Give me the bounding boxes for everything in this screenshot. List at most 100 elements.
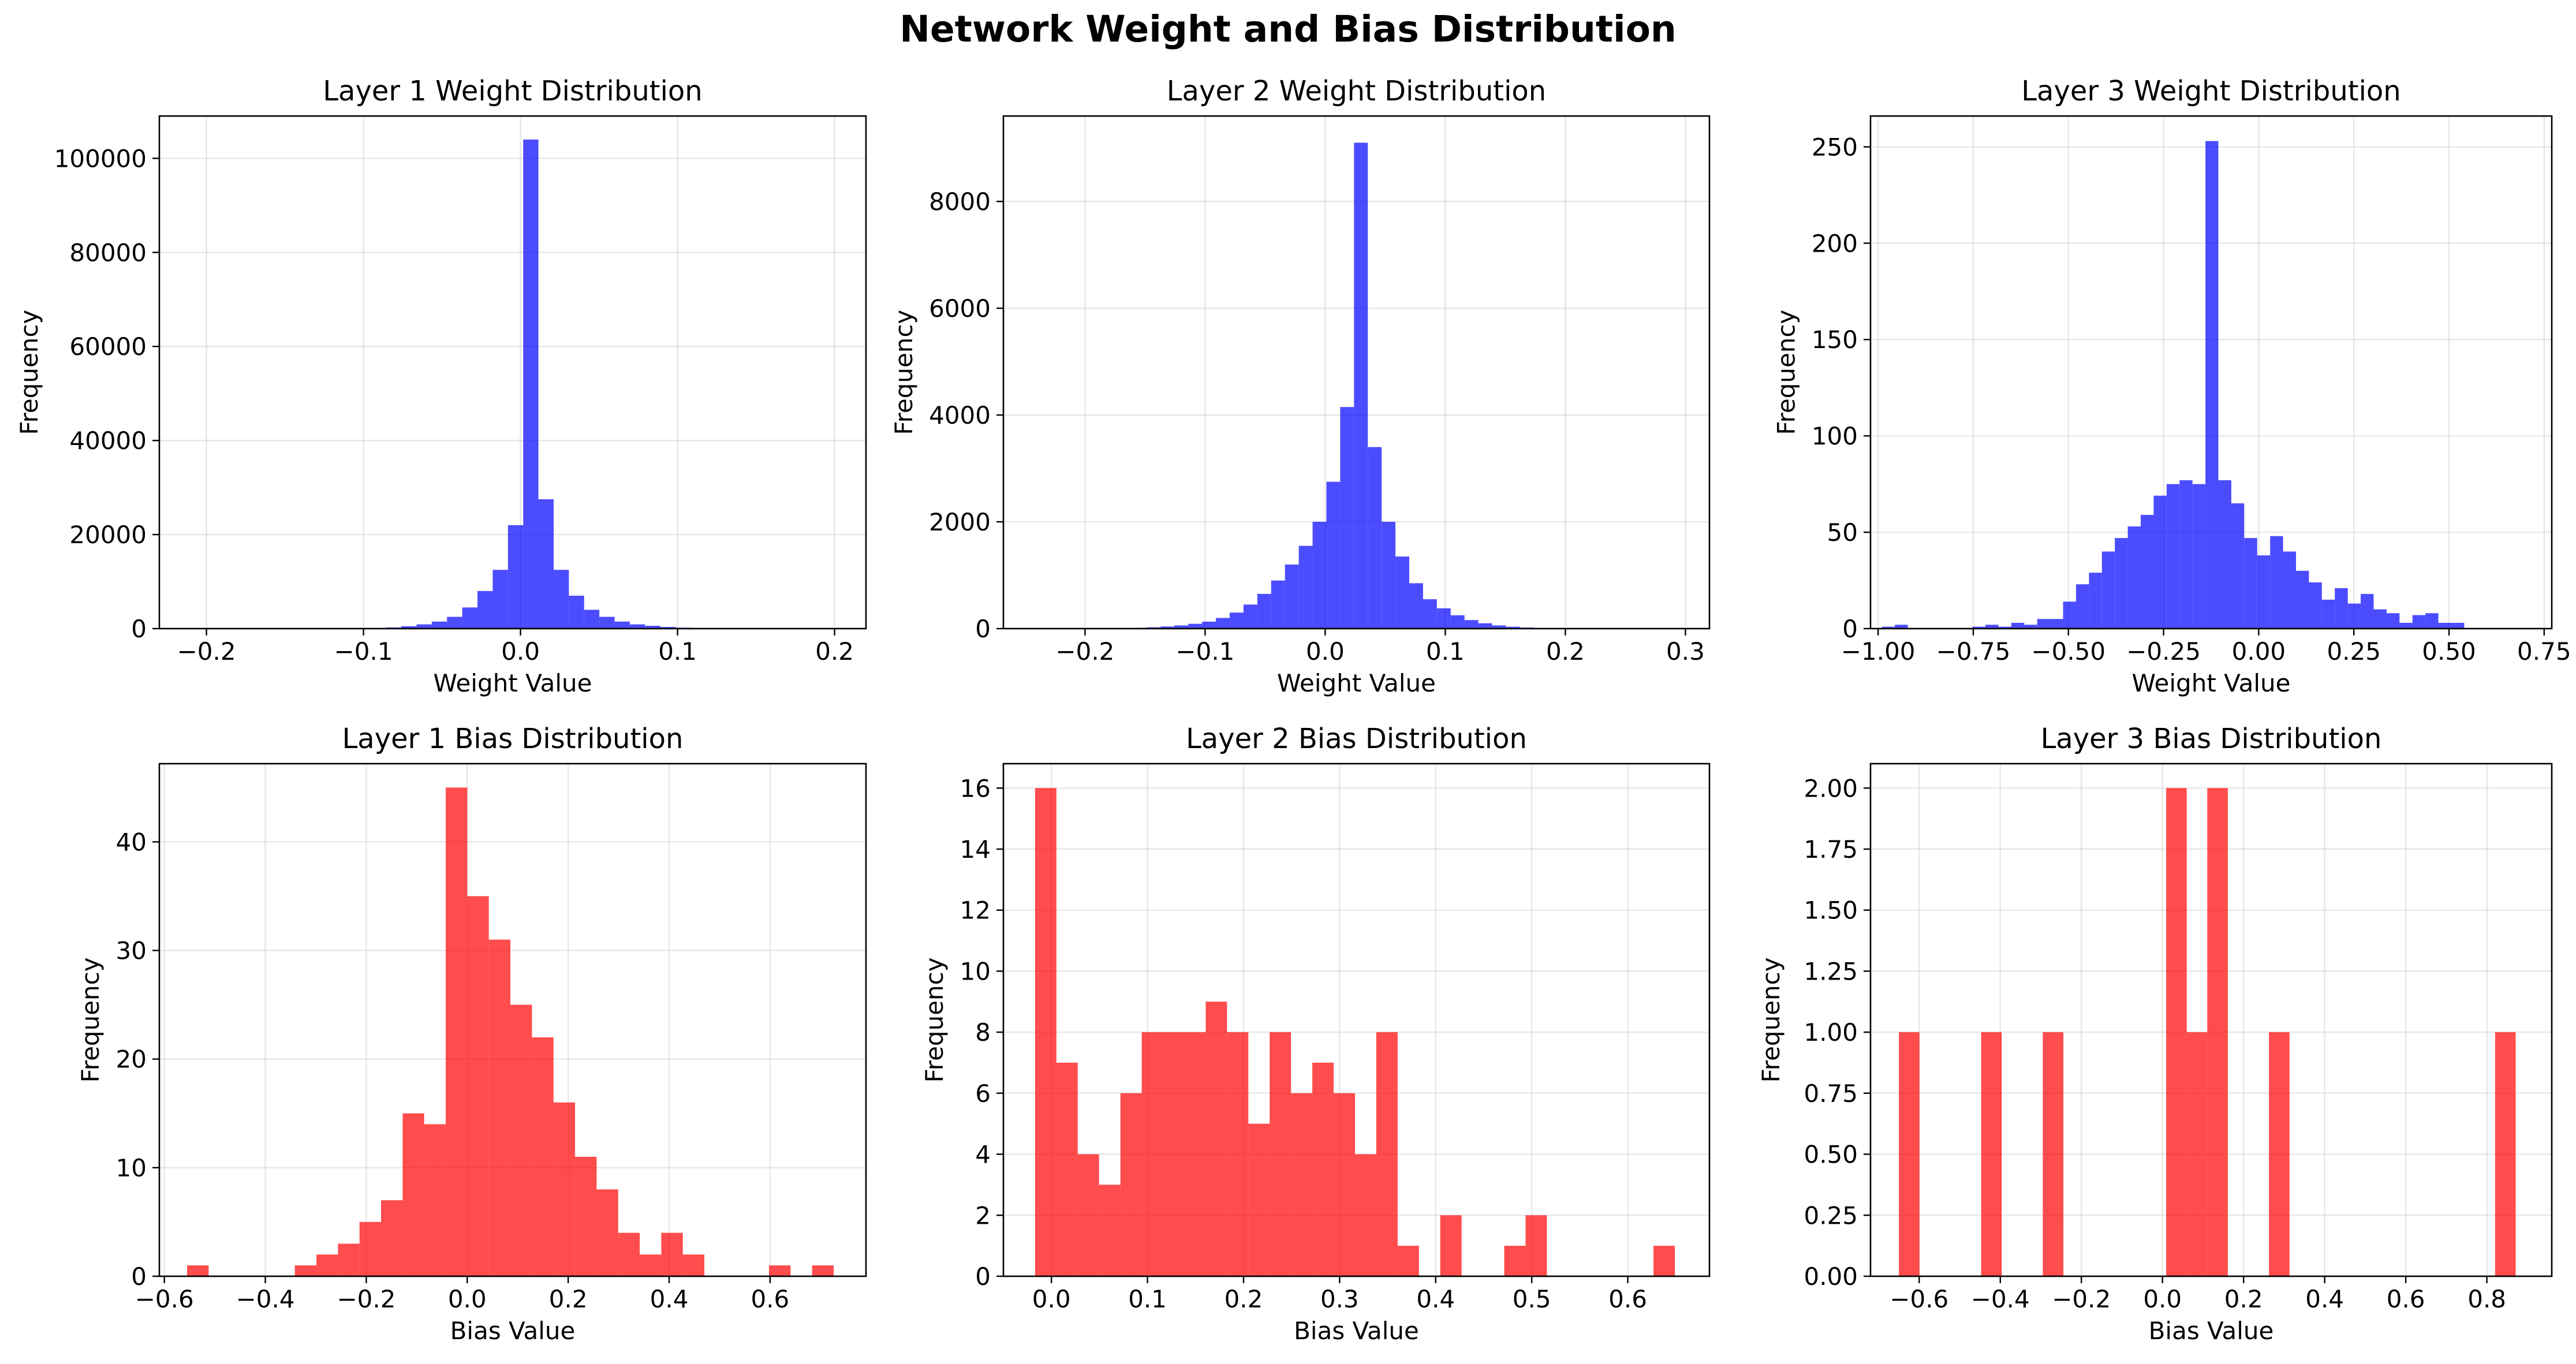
histogram-bar	[359, 1221, 382, 1276]
histogram-bar	[381, 1200, 403, 1276]
y-tick-label: 10	[116, 1154, 147, 1182]
axes-frame	[1869, 763, 2553, 1277]
x-tick-label: −1.00	[1841, 637, 1916, 666]
x-tick-label: 0.0	[1306, 637, 1345, 666]
y-tick-label: 1.75	[1804, 835, 1858, 864]
y-tick-label: 6	[975, 1079, 991, 1108]
histogram-bar	[416, 624, 432, 629]
chart-title: Layer 3 Bias Distribution	[2041, 723, 2382, 755]
x-tick-label: 0.6	[2387, 1285, 2425, 1313]
y-tick-label: 0.25	[1804, 1201, 1858, 1230]
chart-panel-1: −0.2 −0.1 0.0 0.1 0.2 0 20000 40000 60000 80000 10…	[15, 75, 867, 697]
axes-frame	[158, 763, 867, 1277]
x-tick-label: 0.1	[1128, 1285, 1167, 1313]
histogram-bar	[1354, 143, 1368, 629]
histogram-bar	[1382, 522, 1396, 629]
histogram-bar	[1188, 623, 1203, 629]
histogram-bar	[2231, 503, 2245, 629]
histogram-bar	[1216, 618, 1230, 629]
y-tick-label: 2000	[929, 508, 991, 536]
histogram-bar	[1326, 481, 1341, 629]
y-tick-label: 4	[975, 1141, 991, 1169]
y-tick-label: 0	[131, 615, 147, 643]
histogram-bar	[584, 610, 600, 629]
histogram-bar	[682, 1254, 705, 1276]
x-tick-label: 0.2	[1546, 637, 1585, 666]
histogram-bar	[1981, 1032, 2002, 1276]
chart-panel-2: −0.2 −0.1 0.0 0.1 0.2 0.3 0 2000 4000 6000 8000 Lay…	[890, 75, 1711, 697]
x-tick-label: −0.75	[1936, 637, 2011, 666]
histogram-bar	[1423, 599, 1437, 629]
chart-title: Layer 2 Bias Distribution	[1186, 723, 1527, 755]
histogram-bar	[338, 1243, 360, 1276]
histogram-bar	[2179, 480, 2193, 629]
histogram-bar	[1895, 625, 1908, 629]
histogram-bar	[1298, 545, 1313, 629]
histogram-bar	[1334, 1093, 1356, 1276]
y-axis-label: Frequency	[890, 310, 918, 435]
y-tick-label: 1.50	[1804, 896, 1858, 925]
histogram-bar	[2309, 582, 2322, 629]
chart-panel-6: −0.6 −0.4 −0.2 0.0 0.2 0.4 0.6 0.8 0.00 0.25 0.50 0…	[1757, 723, 2553, 1345]
histogram-bar	[2043, 1032, 2064, 1276]
x-tick-label: 0.2	[815, 637, 854, 666]
x-tick-label: 0.25	[2327, 637, 2381, 666]
x-tick-label: −0.2	[177, 637, 236, 666]
histogram-bar	[1881, 626, 1895, 629]
histogram-bar	[553, 570, 569, 629]
histogram-bar	[2257, 555, 2271, 629]
y-tick-label: 14	[960, 835, 991, 864]
histogram-bar	[2438, 622, 2451, 629]
y-tick-label: 0.75	[1804, 1079, 1858, 1108]
histogram-bar	[1202, 621, 1216, 629]
histogram-bar	[2075, 584, 2089, 629]
histogram-bar	[2321, 599, 2335, 629]
histogram-bar	[569, 595, 584, 629]
histogram-bar	[2244, 538, 2257, 629]
y-tick-label: 2	[975, 1201, 991, 1230]
histogram-bar	[1355, 1154, 1376, 1276]
histogram-bar	[2141, 515, 2154, 629]
axes-frame	[158, 115, 867, 630]
histogram-bar	[1205, 1001, 1227, 1276]
histogram-bar	[596, 1189, 618, 1276]
histogram-bar	[1160, 626, 1175, 629]
histogram-bar	[1397, 1246, 1419, 1276]
x-axis-label: Bias Value	[1294, 1317, 1419, 1345]
histogram-bar	[2361, 593, 2374, 629]
y-tick-label: 6000	[929, 294, 991, 323]
axes-frame	[1869, 115, 2553, 630]
histogram-bar	[2166, 484, 2180, 629]
y-tick-label: 12	[960, 896, 991, 925]
y-tick-label: 20000	[69, 521, 147, 549]
histogram-bar	[316, 1254, 338, 1276]
histogram-bar	[2024, 625, 2037, 629]
histogram-bar	[812, 1265, 834, 1276]
histogram-bar	[2270, 536, 2283, 629]
y-axis-label: Frequency	[1757, 958, 1785, 1083]
histogram-bar	[1506, 626, 1520, 629]
histogram-bar	[1998, 626, 2011, 629]
histogram-bar	[2218, 480, 2231, 629]
histogram-bar	[1395, 556, 1410, 629]
histogram-bar	[575, 1157, 597, 1276]
histogram-bar	[2166, 788, 2187, 1276]
histogram-bar	[1464, 620, 1479, 629]
x-axis-label: Bias Value	[450, 1317, 576, 1345]
y-tick-label: 2.00	[1804, 774, 1858, 802]
y-tick-label: 50	[1827, 518, 1858, 547]
histogram-bar	[2089, 573, 2102, 629]
x-tick-label: −0.2	[1055, 637, 1114, 666]
x-tick-label: −0.2	[337, 1285, 395, 1313]
histogram-bar	[645, 626, 660, 629]
chart-panel-3: −1.00 −0.75 −0.50 −0.25 0.00 0.25 0.50 0.75 0 50 1…	[1772, 75, 2571, 697]
histogram-bar	[2373, 609, 2387, 629]
histogram-bar	[1312, 1063, 1334, 1276]
y-tick-label: 16	[960, 774, 991, 802]
histogram-bar	[2115, 538, 2128, 629]
axes-frame	[1002, 763, 1711, 1277]
y-tick-label: 150	[1812, 326, 1858, 354]
histogram-bar	[599, 616, 615, 629]
histogram-bar	[424, 1124, 446, 1276]
